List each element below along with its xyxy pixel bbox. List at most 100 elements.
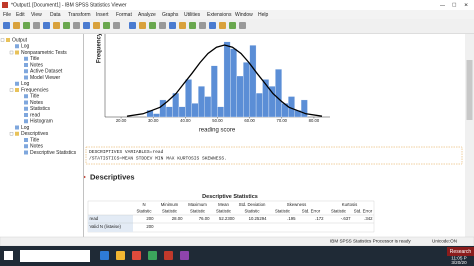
menu-item[interactable]: Transform [68,12,91,18]
outline-item[interactable]: Notes [30,144,44,150]
menu-item[interactable]: Data [50,12,61,18]
menu-item[interactable]: Format [116,12,132,18]
toolbar-button[interactable] [159,22,166,29]
outline-item[interactable]: Histogram [30,119,53,125]
outline-item[interactable]: Frequencies [21,87,49,93]
toolbar-button[interactable] [219,22,226,29]
toolbar-button[interactable] [43,22,50,29]
outline-item[interactable]: Title [30,56,39,62]
outline-item[interactable]: Title [30,94,39,100]
node-icon[interactable] [6,38,10,42]
node-icon[interactable] [24,113,28,117]
toolbar-button[interactable] [53,22,60,29]
taskbar-app[interactable] [164,251,173,260]
outline-item[interactable]: Notes [30,62,44,68]
menu-item[interactable]: Insert [96,12,109,18]
toolbar-button[interactable] [139,22,146,29]
menu-item[interactable]: Graphs [162,12,179,18]
column-header: N [142,202,145,207]
outline-item[interactable]: Nonparametric Tests [21,50,67,56]
status-message: IBM SPSS Statistics Processor is ready [330,239,411,244]
node-icon[interactable] [24,56,28,61]
taskbar-app[interactable] [180,251,189,260]
toolbar-button[interactable] [149,22,156,29]
node-icon[interactable] [15,50,19,55]
toolbar-button[interactable] [93,22,100,29]
toolbar-button[interactable] [113,22,120,29]
outline-item[interactable]: Statistics [30,106,51,112]
toolbar-button[interactable] [189,22,196,29]
scrollbar[interactable] [465,34,474,237]
toolbar-button[interactable] [103,22,110,29]
node-icon[interactable] [24,119,28,124]
outline-item[interactable]: Active Dataset [30,69,63,75]
menu-item[interactable]: File [3,12,11,18]
node-icon[interactable] [24,138,28,142]
start-button[interactable] [4,251,13,260]
x-tick-label: 30.00 [148,118,159,123]
table-cell: 200 [146,216,154,221]
column-subheader: Statistic [216,209,232,214]
node-icon[interactable] [15,81,19,86]
menu-item[interactable]: Window [235,12,253,18]
expander[interactable] [9,50,14,55]
node-icon[interactable] [15,125,19,130]
node-icon[interactable] [24,144,28,149]
toolbar-button[interactable] [229,22,236,29]
toolbar-button[interactable] [13,22,20,29]
node-icon[interactable] [24,94,28,99]
toolbar-button[interactable] [73,22,80,29]
node-icon[interactable] [24,100,28,105]
taskbar-app[interactable] [100,251,109,260]
outline-item[interactable]: Descriptive Statistics [30,150,77,156]
toolbar-button[interactable] [63,22,70,29]
window-controls[interactable]: ☐ [452,2,457,8]
scroll-thumb[interactable] [466,60,473,120]
column-header: Skewness [287,202,307,207]
node-icon[interactable] [15,88,19,92]
expander[interactable] [9,132,14,136]
node-icon[interactable] [24,150,28,155]
expander[interactable] [9,88,14,92]
outline-item[interactable]: Log [21,44,30,50]
outline-item[interactable]: Notes [30,100,44,106]
outline-item[interactable]: Log [21,125,30,131]
toolbar-button[interactable] [33,22,40,29]
outline-item[interactable]: Title [30,137,39,143]
toolbar-button[interactable] [83,22,90,29]
expander[interactable] [0,38,5,42]
toolbar-button[interactable] [169,22,176,29]
toolbar-button[interactable] [209,22,216,29]
toolbar-button[interactable] [199,22,206,29]
toolbar-button[interactable] [129,22,136,29]
node-icon[interactable] [15,131,19,136]
node-icon[interactable] [24,69,28,74]
taskbar-app[interactable] [132,251,141,260]
toolbar-button[interactable] [179,22,186,29]
menu-item[interactable]: Edit [16,12,25,18]
taskbar-app[interactable] [148,251,157,260]
node-icon[interactable] [24,75,28,80]
table-cell: 76.00 [199,216,210,221]
window-controls[interactable]: ✕ [464,2,468,8]
outline-item[interactable]: Model Viewer [30,75,61,81]
menu-item[interactable]: View [31,12,42,18]
toolbar-button[interactable] [3,22,10,29]
outline-item[interactable]: read [30,112,40,118]
node-icon[interactable] [15,44,19,49]
menu-item[interactable]: Analyze [138,12,156,18]
menu-item[interactable]: Extensions [207,12,232,18]
outline-item[interactable]: Output [12,37,28,43]
taskbar-app[interactable] [116,251,125,260]
toolbar-button[interactable] [23,22,30,29]
window-controls[interactable]: — [440,2,445,8]
menu-item[interactable]: Utilities [184,12,201,18]
toolbar-button[interactable] [239,22,246,29]
outline-item[interactable]: Descriptives [21,131,49,137]
node-icon[interactable] [24,106,28,111]
outline-item[interactable]: Log [21,81,30,87]
search-box[interactable] [20,250,90,262]
node-icon[interactable] [24,63,28,67]
menu-item[interactable]: Help [258,12,269,18]
row-header: read [90,216,99,221]
